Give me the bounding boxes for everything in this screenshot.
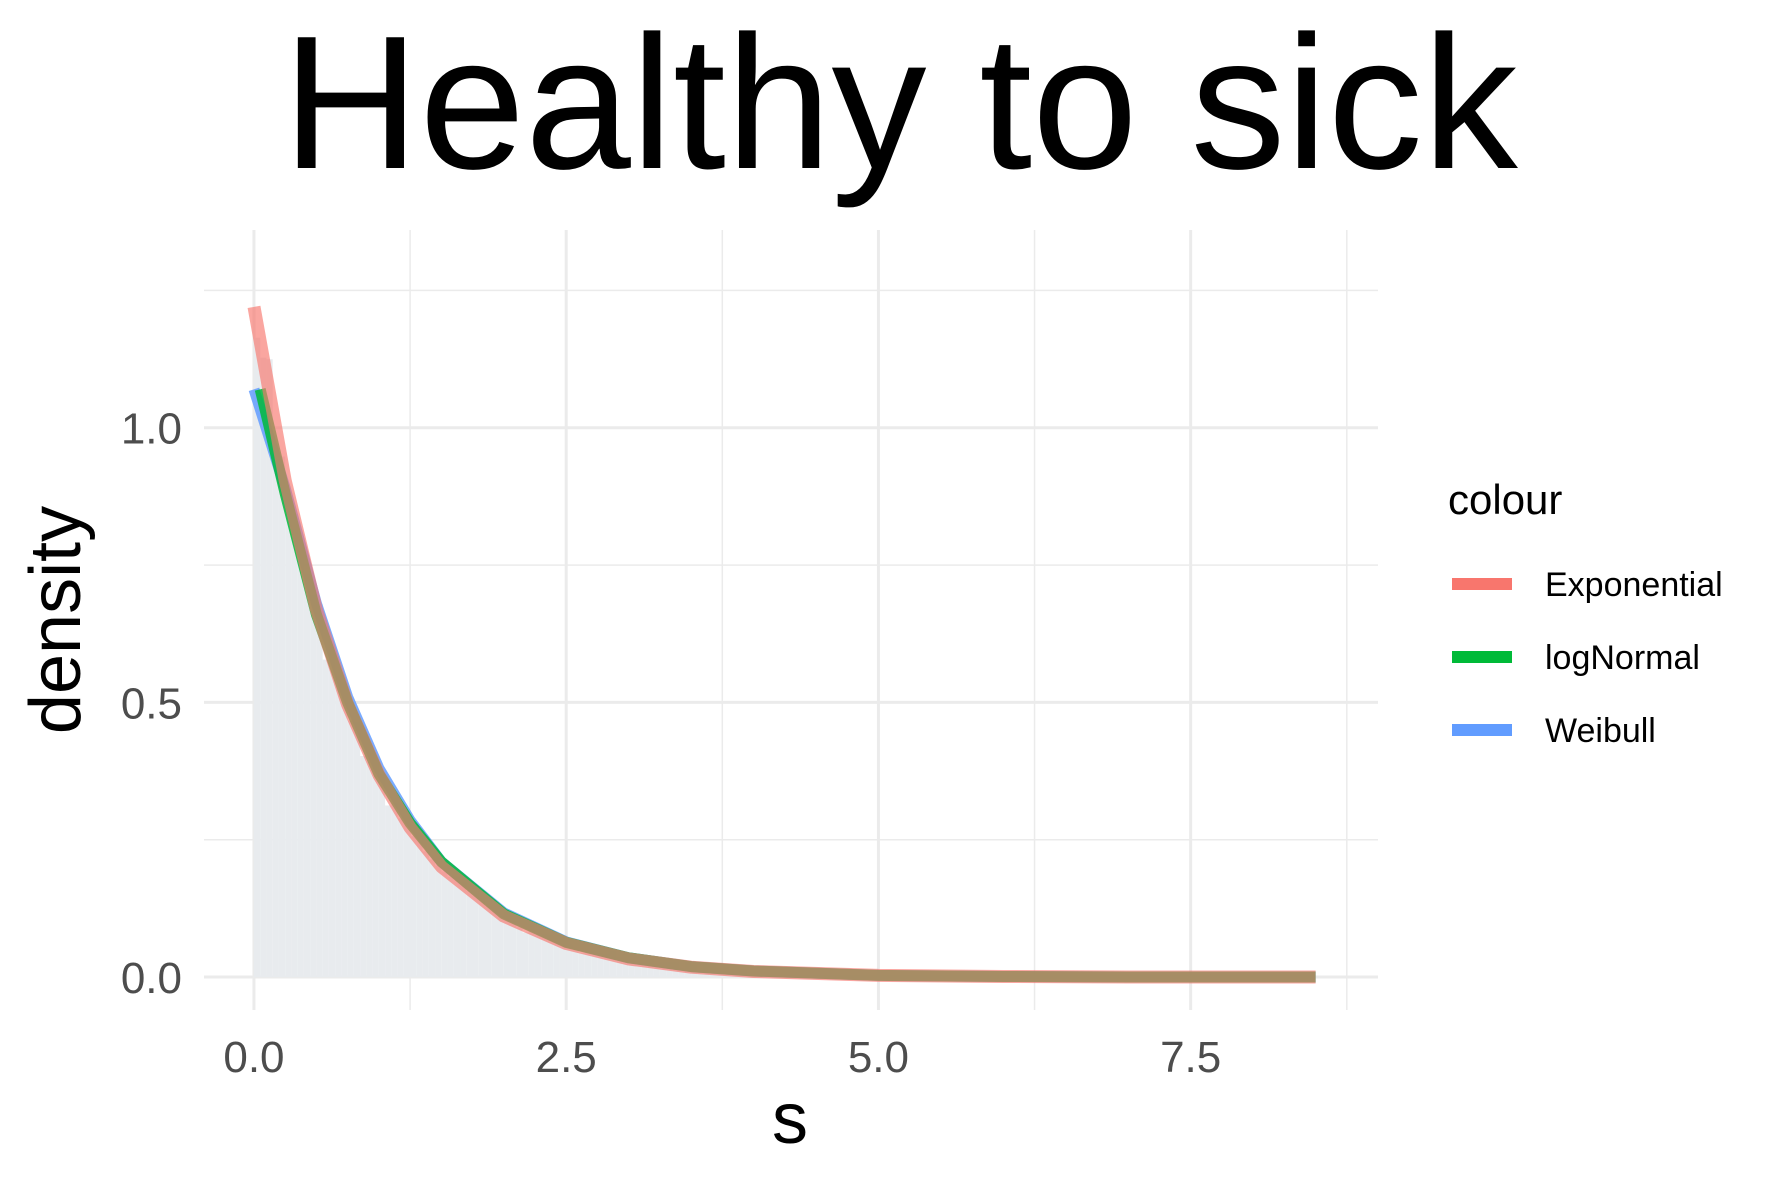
histogram-bar [347, 720, 354, 978]
histogram-bar [278, 456, 286, 978]
series-line-exponential [247, 305, 1316, 984]
histogram [253, 337, 748, 978]
histogram-bar [566, 944, 573, 978]
histogram-bar [503, 912, 510, 978]
histogram-bar [372, 759, 379, 978]
histogram-bar [297, 559, 304, 978]
histogram-bar [266, 359, 273, 978]
histogram-bar [391, 803, 398, 978]
histogram-bar [385, 805, 392, 978]
histogram-bar [478, 898, 486, 978]
histogram-bar [416, 834, 423, 978]
histogram-bar [572, 949, 579, 978]
histogram-bar [516, 927, 523, 978]
histogram-bar [597, 953, 604, 978]
histogram-bar [559, 936, 567, 978]
histogram-bar [509, 920, 517, 978]
legend-title: colour [1448, 476, 1562, 523]
histogram-bar [285, 489, 292, 978]
histogram-bar [534, 934, 542, 978]
histogram-bar [316, 604, 323, 978]
histogram-bar [260, 357, 267, 978]
x-tick-label: 7.5 [1160, 1033, 1221, 1082]
legend: colour Exponential logNormal Weibull [1448, 476, 1723, 750]
histogram-bar [410, 836, 417, 978]
x-axis-title: s [772, 1079, 808, 1159]
series-lines [247, 305, 1316, 984]
histogram-bar [584, 950, 592, 978]
chart-title: Healthy to sick [282, 0, 1518, 209]
histogram-bar [460, 882, 467, 978]
histogram-bar [353, 721, 361, 978]
histogram-bar [466, 890, 473, 978]
histogram-bar [341, 682, 348, 978]
x-tick-label: 5.0 [848, 1033, 909, 1082]
histogram-bar [378, 774, 386, 978]
histogram-bar [310, 594, 317, 978]
histogram-bar [253, 337, 261, 978]
histogram-bar [578, 952, 585, 978]
legend-label-exponential: Exponential [1545, 566, 1723, 604]
histogram-bar [328, 646, 336, 978]
histogram-bar [272, 449, 279, 978]
histogram-bar [634, 956, 642, 978]
histogram-bar [291, 514, 298, 978]
histogram-bar [547, 935, 554, 978]
y-tick-label: 0.0 [121, 954, 182, 1003]
histogram-bar [591, 949, 598, 978]
histogram-bar [528, 929, 535, 978]
histogram-bar [397, 818, 404, 978]
y-axis-title: density [16, 506, 96, 734]
histogram-bar [553, 934, 560, 978]
histogram-bar [616, 956, 623, 978]
histogram-bar [441, 871, 448, 978]
histogram-bar [447, 876, 454, 978]
histogram-bar [435, 865, 442, 978]
x-tick-label: 0.0 [223, 1033, 284, 1082]
legend-label-weibull: Weibull [1545, 712, 1656, 750]
legend-label-lognormal: logNormal [1545, 639, 1700, 677]
y-axis: 0.0 0.5 1.0 [121, 405, 182, 1003]
histogram-bar [303, 573, 311, 978]
histogram-bar [609, 951, 617, 978]
x-tick-label: 2.5 [536, 1033, 597, 1082]
histogram-bar [453, 877, 461, 978]
histogram-bar [403, 820, 411, 978]
histogram-bar [322, 659, 329, 978]
histogram-bar [335, 676, 342, 978]
histogram-bar [360, 756, 367, 978]
histogram-bar [472, 895, 479, 978]
histogram-bar [603, 954, 610, 978]
histogram-bar [497, 915, 504, 978]
x-axis: 0.0 2.5 5.0 7.5 [223, 1033, 1221, 1082]
histogram-bar [485, 906, 492, 978]
histogram-bar [522, 932, 529, 978]
histogram-bar [653, 964, 660, 978]
histogram-bar [422, 851, 429, 978]
histogram-bar [428, 859, 436, 978]
histogram-bar [678, 968, 685, 978]
histogram-bar [491, 910, 498, 978]
y-tick-label: 1.0 [121, 405, 182, 454]
histogram-bar [622, 954, 629, 978]
histogram-bar [366, 761, 373, 978]
y-tick-label: 0.5 [121, 679, 182, 728]
histogram-bar [541, 934, 548, 978]
